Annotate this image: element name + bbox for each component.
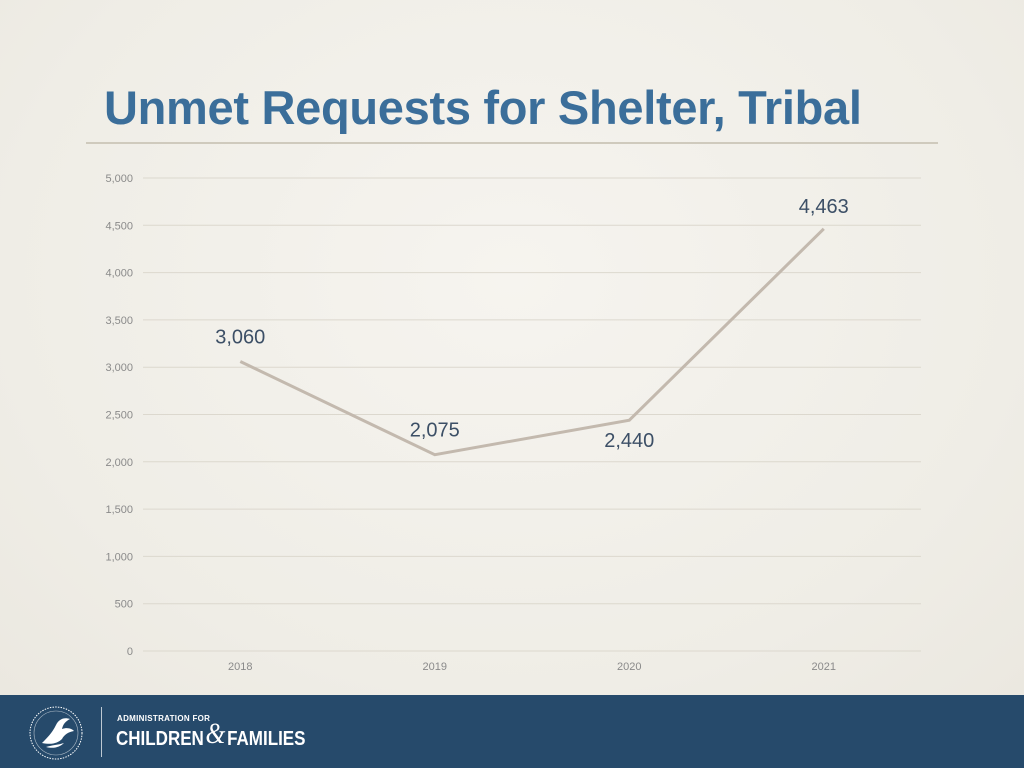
x-tick-label: 2021 [812,661,836,673]
line-chart: 0 500 1,000 1,500 2,000 2,500 3,000 3,500 4,000 4… [105,173,921,673]
x-tick-label: 2020 [617,661,641,673]
y-tick-label: 3,500 [105,315,133,327]
y-tick-label: 3,000 [105,362,133,374]
data-label: 2,440 [604,430,654,452]
slide-background [0,0,1024,695]
y-tick-label: 4,000 [105,268,133,280]
data-label: 4,463 [799,196,849,218]
data-label: 3,060 [215,327,265,349]
x-tick-label: 2018 [228,661,252,673]
y-tick-label: 1,500 [105,504,133,516]
y-tick-label: 5,000 [105,173,133,185]
agency-name-ampersand: & [205,717,226,750]
agency-name-children: CHILDREN [116,728,204,750]
y-tick-label: 4,500 [105,220,133,232]
y-tick-label: 1,000 [105,551,133,563]
footer-divider [101,707,102,757]
y-tick-label: 0 [127,646,133,658]
x-tick-label: 2019 [423,661,447,673]
footer-bar: ADMINISTRATION FOR CHILDREN&FAMILIES [0,695,1024,768]
slide-title: Unmet Requests for Shelter, Tribal [104,81,862,134]
agency-name: CHILDREN&FAMILIES [116,719,306,751]
series-line [239,227,825,457]
y-tick-label: 500 [115,599,133,611]
agency-name-small: ADMINISTRATION FOR [117,714,211,723]
y-tick-label: 2,500 [105,410,133,422]
y-tick-label: 2,000 [105,457,133,469]
agency-name-families: FAMILIES [227,728,306,750]
data-label: 2,075 [410,420,460,442]
hhs-eagle-seal-icon [29,706,83,760]
title-divider [86,142,938,144]
